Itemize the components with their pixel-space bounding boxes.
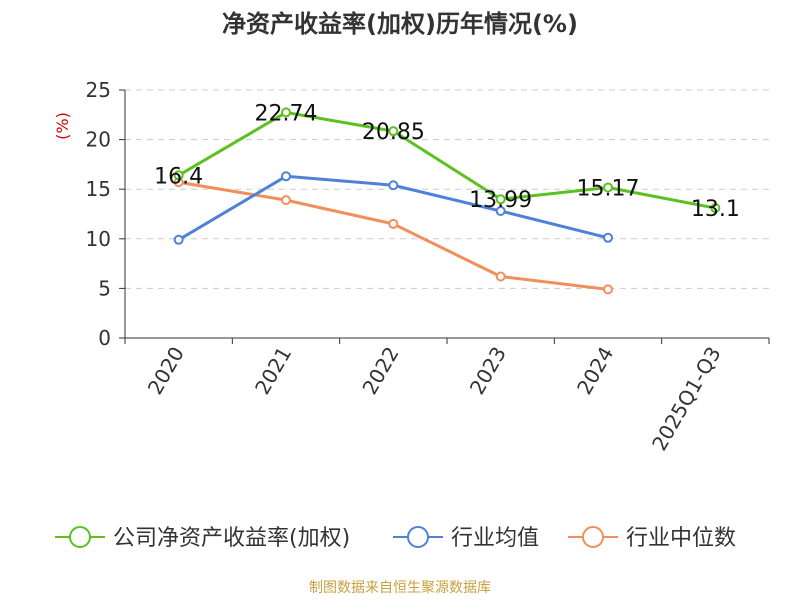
- data-label: 20.85: [362, 120, 425, 145]
- data-point: [495, 206, 506, 217]
- data-point: [281, 171, 291, 182]
- y-tick-label: 5: [98, 276, 111, 300]
- y-tick-label: 10: [86, 227, 111, 251]
- legend-marker: [582, 526, 604, 548]
- legend-label: 行业中位数: [626, 526, 736, 551]
- source-note: 制图数据来自恒生聚源数据库: [309, 580, 491, 596]
- legend: 公司净资产收益率(加权) 行业均值 行业中位数: [55, 526, 736, 551]
- x-tick-label: 2020: [143, 343, 189, 399]
- legend-label: 公司净资产收益率(加权): [113, 526, 350, 551]
- data-point: [495, 194, 506, 205]
- grid-layer: [125, 89, 769, 289]
- legend-marker: [69, 526, 91, 548]
- legend-marker: [407, 526, 429, 548]
- x-tick-label: 2025Q1-Q3: [647, 343, 726, 455]
- data-point: [603, 284, 613, 295]
- data-point: [603, 232, 613, 243]
- series-layer: [173, 107, 721, 295]
- y-axis-label: (%): [53, 112, 72, 140]
- axis-layer: 0 5 10 15 20 25 2020 2021 2022 2023 2024 2025Q1-Q3: [86, 78, 770, 455]
- y-tick-label: 20: [86, 128, 111, 152]
- y-tick-label: 0: [98, 326, 111, 350]
- series-line: [177, 110, 716, 210]
- x-tick-label: 2022: [357, 343, 403, 399]
- data-point: [495, 271, 506, 282]
- data-label-layer: 16.4 22.74 20.85 13.99 15.17 13.1: [154, 101, 740, 222]
- x-tick-label: 2021: [250, 343, 296, 399]
- data-point: [388, 126, 399, 137]
- data-label: 13.1: [691, 197, 740, 222]
- data-label: 15.17: [577, 177, 640, 202]
- x-tick-label: 2023: [465, 342, 511, 398]
- data-point: [173, 170, 184, 181]
- data-point: [388, 180, 399, 191]
- data-point: [603, 182, 613, 193]
- x-tick-label: 2024: [572, 343, 618, 399]
- chart-title: 净资产收益率(加权)历年情况(%): [222, 10, 578, 38]
- data-label: 22.74: [255, 101, 318, 126]
- series-line: [178, 180, 609, 291]
- y-tick-label: 25: [86, 78, 111, 102]
- legend-label: 行业均值: [451, 526, 539, 551]
- data-point: [281, 195, 291, 206]
- data-point: [281, 107, 291, 118]
- data-label: 13.99: [469, 188, 532, 213]
- y-tick-label: 15: [86, 177, 111, 201]
- data-point: [388, 218, 399, 229]
- data-point: [173, 234, 184, 245]
- data-label: 16.4: [154, 164, 203, 189]
- data-point: [710, 203, 721, 214]
